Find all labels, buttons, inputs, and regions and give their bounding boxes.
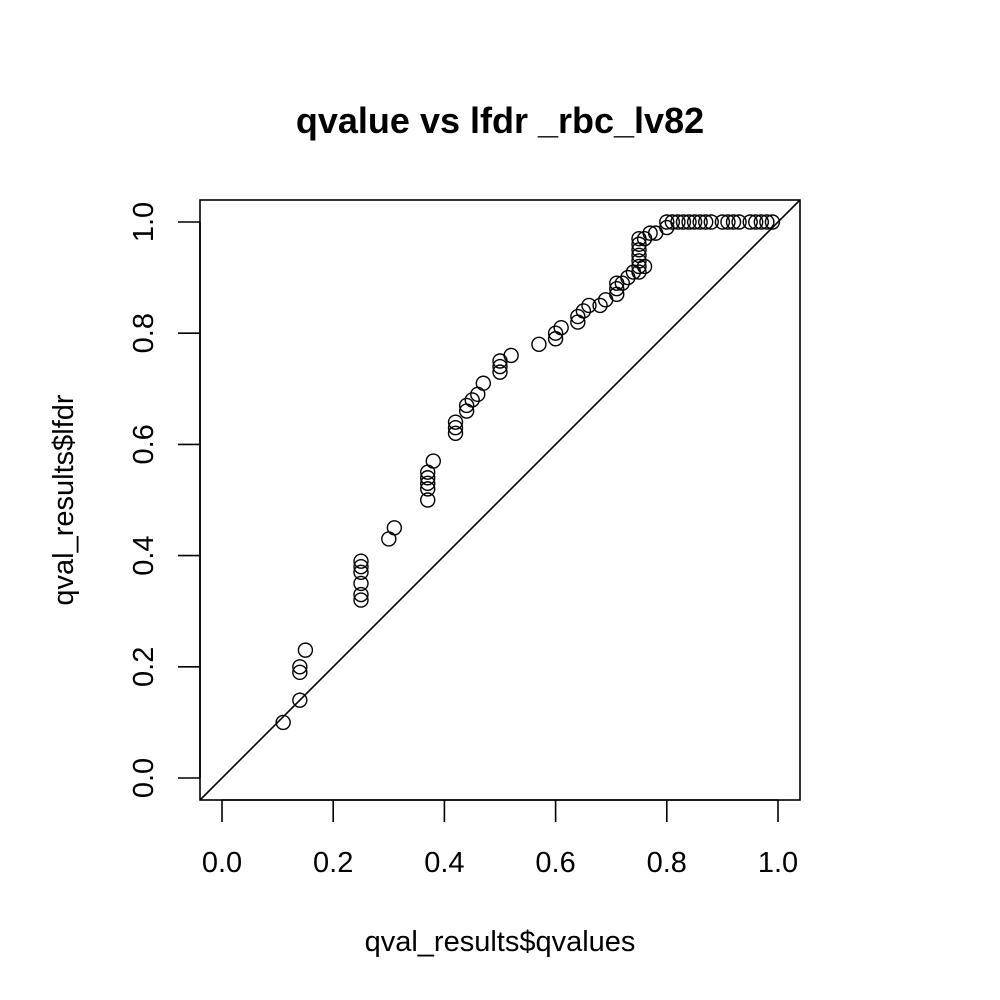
data-point [420, 481, 436, 497]
data-point [664, 214, 681, 230]
y-tick-label: 0.2 [128, 647, 160, 687]
data-point [698, 214, 714, 230]
data-point [631, 253, 647, 269]
data-point [731, 214, 747, 230]
data-point [631, 264, 647, 280]
data-point [292, 659, 308, 675]
identity-line [199, 199, 801, 801]
data-point [531, 336, 547, 353]
data-point [725, 214, 742, 230]
data-point [353, 586, 369, 603]
y-tick-label: 0.4 [128, 535, 160, 575]
data-point [381, 531, 397, 547]
y-axis-label: qval_results$lfdr [48, 394, 80, 605]
data-point [292, 692, 308, 708]
x-tick-label: 0.2 [313, 847, 353, 879]
data-point [714, 214, 731, 230]
data-point [492, 358, 508, 375]
data-point [492, 364, 508, 380]
x-tick-label: 0.0 [202, 847, 242, 879]
data-point [592, 297, 608, 314]
data-point [547, 325, 564, 341]
y-tick-label: 0.0 [128, 758, 160, 798]
data-point [681, 214, 697, 230]
data-point [609, 281, 625, 297]
data-point [631, 258, 647, 275]
data-point [458, 397, 475, 414]
data-point [636, 258, 653, 275]
data-point [447, 425, 464, 441]
data-point [575, 303, 592, 319]
x-tick-label: 0.6 [535, 847, 575, 879]
data-point [297, 642, 314, 658]
data-point [581, 297, 597, 314]
data-point [447, 414, 464, 430]
y-tick-label: 0.6 [128, 424, 160, 464]
x-tick-label: 0.8 [647, 847, 687, 879]
data-point [764, 214, 781, 230]
data-point [447, 420, 464, 436]
data-point [631, 236, 647, 252]
data-point [597, 292, 614, 308]
x-tick-label: 0.4 [424, 847, 464, 879]
data-point [275, 714, 291, 731]
y-axis: 0.0 0.2 0.4 0.6 0.8 1.0 [128, 202, 201, 798]
data-point [353, 553, 369, 569]
data-point [642, 225, 658, 241]
data-point [386, 520, 403, 536]
data-point [475, 375, 492, 391]
data-point [353, 559, 369, 575]
data-point [425, 453, 441, 469]
data-point [420, 492, 436, 508]
data-point [659, 214, 675, 230]
data-point [703, 214, 719, 230]
data-point [614, 275, 631, 291]
data-point [670, 214, 686, 230]
data-point [503, 347, 519, 364]
data-point [353, 592, 369, 608]
data-point [742, 214, 758, 230]
chart-title: qvalue vs lfdr _rbc_lv82 [296, 100, 704, 141]
data-point [675, 214, 692, 230]
data-point [470, 386, 486, 403]
data-point [420, 470, 436, 486]
y-tick-label: 1.0 [128, 202, 160, 242]
data-point [759, 214, 775, 230]
data-point [353, 575, 369, 592]
data-point [753, 214, 770, 230]
x-axis: 0.0 0.2 0.4 0.6 0.8 1.0 [202, 799, 798, 879]
data-point [720, 214, 736, 230]
data-point [748, 214, 764, 230]
data-point [353, 564, 369, 580]
reference-line-layer [199, 199, 801, 801]
data-point [553, 319, 569, 336]
data-point [570, 308, 586, 325]
x-axis-label: qval_results$qvalues [365, 926, 636, 958]
data-point [292, 664, 308, 681]
x-tick-label: 1.0 [758, 847, 798, 879]
data-point [620, 269, 636, 286]
y-tick-label: 0.8 [128, 313, 160, 353]
data-point [464, 392, 480, 408]
data-point [692, 214, 708, 230]
data-point [686, 214, 703, 230]
points-layer [275, 214, 781, 731]
data-point [420, 475, 436, 492]
